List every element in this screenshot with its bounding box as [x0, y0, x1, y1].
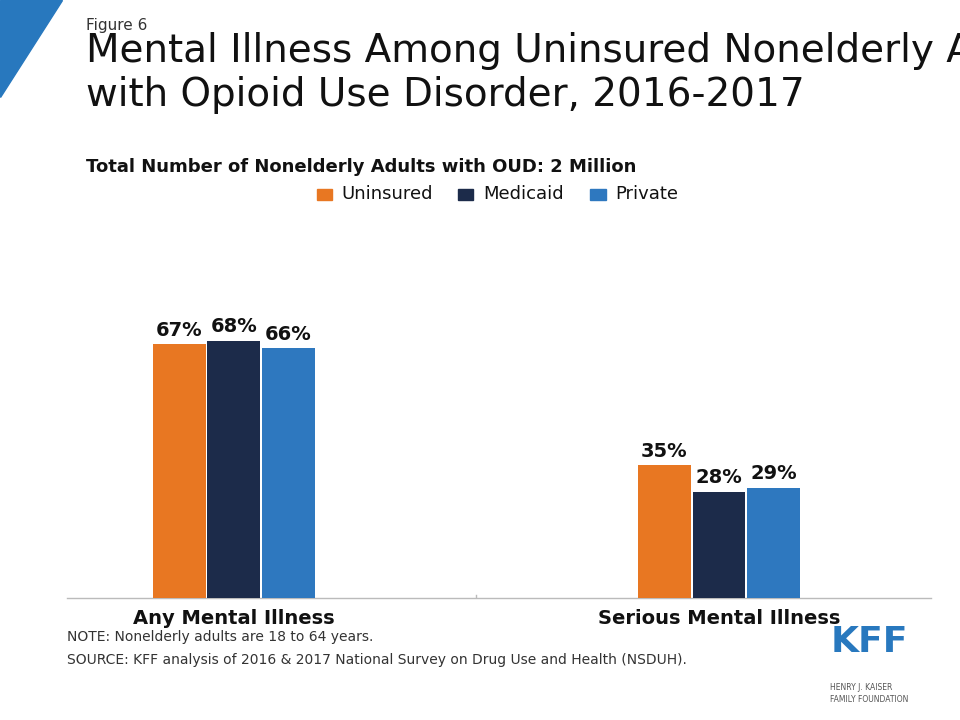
Text: 35%: 35%	[641, 442, 687, 461]
Bar	[747, 488, 800, 598]
Text: Total Number of Nonelderly Adults with OUD: 2 Million: Total Number of Nonelderly Adults with O…	[86, 158, 636, 176]
Text: Uninsured: Uninsured	[342, 185, 433, 203]
Text: 68%: 68%	[210, 317, 257, 336]
Text: KFF: KFF	[830, 625, 908, 659]
Bar	[692, 492, 746, 598]
Text: 67%: 67%	[156, 321, 203, 340]
Bar	[638, 465, 691, 598]
Text: 66%: 66%	[265, 325, 312, 343]
Text: Figure 6: Figure 6	[86, 18, 148, 33]
Text: with Opioid Use Disorder, 2016-2017: with Opioid Use Disorder, 2016-2017	[86, 76, 805, 114]
Text: SOURCE: KFF analysis of 2016 & 2017 National Survey on Drug Use and Health (NSDU: SOURCE: KFF analysis of 2016 & 2017 Nati…	[67, 653, 687, 667]
Polygon shape	[0, 0, 62, 97]
Text: HENRY J. KAISER
FAMILY FOUNDATION: HENRY J. KAISER FAMILY FOUNDATION	[830, 683, 909, 704]
Bar	[207, 341, 260, 598]
Text: NOTE: Nonelderly adults are 18 to 64 years.: NOTE: Nonelderly adults are 18 to 64 yea…	[67, 630, 373, 644]
Bar	[153, 344, 205, 598]
Text: Mental Illness Among Uninsured Nonelderly Adults: Mental Illness Among Uninsured Nonelderl…	[86, 32, 960, 71]
Text: Medicaid: Medicaid	[483, 185, 564, 203]
Text: 28%: 28%	[696, 468, 742, 487]
Text: Private: Private	[615, 185, 679, 203]
Text: 29%: 29%	[751, 464, 797, 483]
Bar	[262, 348, 315, 598]
